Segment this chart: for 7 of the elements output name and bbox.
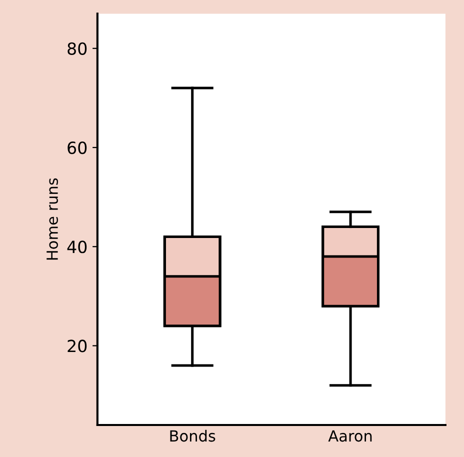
y-tick-label: 40 xyxy=(67,240,87,254)
x-tick-label: Aaron xyxy=(328,430,372,442)
x-tick-label: Bonds xyxy=(170,430,216,442)
y-tick-label: 20 xyxy=(68,340,87,352)
y-tick-label: 60 xyxy=(68,141,87,154)
y-axis-title: Home runs xyxy=(46,178,58,260)
y-tick-label: 80 xyxy=(68,42,87,55)
